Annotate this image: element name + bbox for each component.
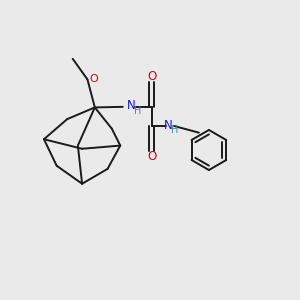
Text: H: H	[171, 125, 178, 135]
Text: N: N	[164, 118, 172, 132]
Text: O: O	[147, 150, 156, 163]
Text: O: O	[90, 74, 98, 84]
Text: O: O	[147, 70, 156, 83]
Text: H: H	[134, 106, 142, 116]
Text: N: N	[127, 99, 136, 112]
